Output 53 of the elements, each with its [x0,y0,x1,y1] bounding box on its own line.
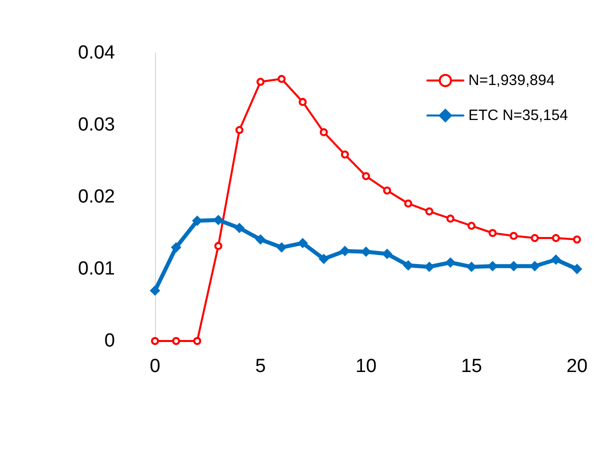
point [362,172,370,180]
point [403,260,414,270]
point [424,262,434,272]
point [446,214,454,223]
point [298,238,308,248]
y-tick-label: 0.02 [78,186,115,208]
point [172,337,180,345]
y-tick-label: 0 [104,330,115,352]
point [488,229,497,237]
x-tick-label: 15 [460,356,482,377]
point [256,78,264,86]
point [530,261,540,272]
point [340,150,349,159]
point [278,74,286,83]
point [530,234,539,242]
point [192,216,202,226]
point [256,234,266,244]
point [235,126,244,134]
point [151,337,159,345]
point [214,242,222,250]
point [234,222,244,233]
point [425,207,434,216]
point [340,246,350,256]
point [193,337,202,345]
y-tick-label: 0.04 [78,42,116,64]
point [508,261,519,272]
point [466,262,476,272]
point [552,234,560,242]
point [318,254,329,264]
x-tick-label: 5 [255,356,266,377]
point [213,215,224,226]
point [468,222,476,230]
y-tick-label: 0.03 [78,114,115,136]
point [298,98,307,106]
point [383,186,392,195]
x-tick-label: 0 [150,356,160,377]
point [550,254,561,265]
point [510,232,518,240]
point [573,235,581,244]
point [404,199,412,208]
point [445,258,456,268]
point [572,264,582,274]
x-tick-label: 20 [566,356,588,377]
point [320,128,328,136]
point [276,242,287,252]
point [171,242,182,252]
point [150,286,160,296]
y-tick-label: 0.01 [78,258,115,280]
point [361,246,371,257]
legend-label: N=1,939,894 [468,72,555,89]
point [382,248,392,259]
legend-label: ETC N=35,154 [468,107,568,124]
x-tick-label: 10 [355,356,377,377]
